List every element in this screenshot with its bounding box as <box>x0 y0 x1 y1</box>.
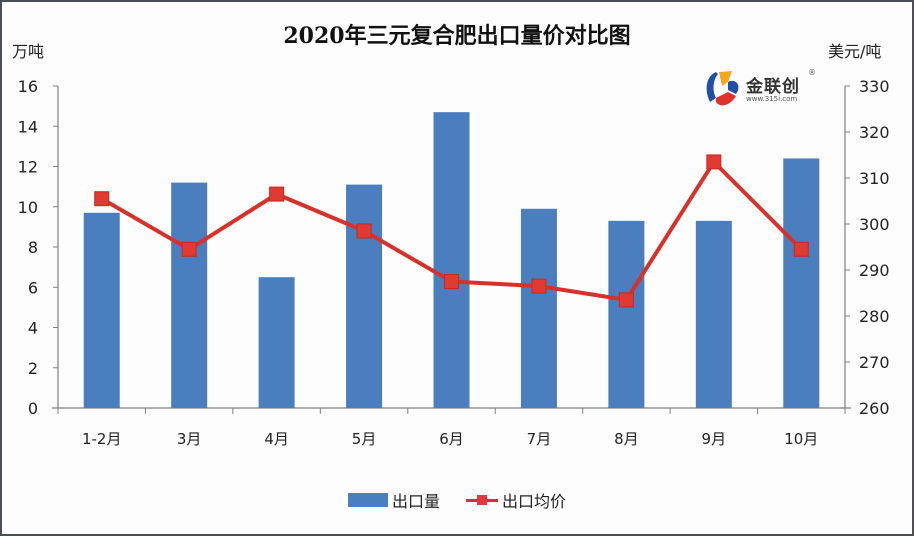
left-tick-label: 0 <box>28 399 38 418</box>
left-tick-label: 14 <box>18 117 38 136</box>
right-tick-label: 300 <box>859 215 890 234</box>
category-label: 6月 <box>439 430 464 448</box>
line-series <box>94 154 809 308</box>
bar-swatch-icon <box>347 493 388 507</box>
category-label: 5月 <box>352 430 377 448</box>
line-marker <box>706 154 722 170</box>
left-tick-label: 10 <box>18 198 38 217</box>
logo-name: 金联创 <box>746 77 800 97</box>
logo-mark-icon <box>706 71 739 106</box>
legend-item-export-price: 出口均价 <box>466 488 566 512</box>
line-marker <box>618 292 634 308</box>
right-tick-label: 280 <box>859 307 890 326</box>
left-tick-label: 4 <box>28 319 38 338</box>
category-label: 4月 <box>264 430 289 448</box>
registered-mark: ® <box>808 68 816 77</box>
bar <box>83 212 120 408</box>
right-axis-unit: 美元/吨 <box>828 42 882 61</box>
line-marker <box>444 274 459 289</box>
category-label: 10月 <box>784 430 818 448</box>
bar-series <box>83 112 820 408</box>
left-tick-label: 2 <box>28 359 38 378</box>
legend-label: 出口均价 <box>502 492 567 511</box>
line-marker <box>531 278 547 294</box>
left-tick-label: 8 <box>28 238 38 257</box>
category-label: 1-2月 <box>82 430 122 448</box>
bar <box>433 112 470 408</box>
line-marker <box>793 241 809 257</box>
right-tick-label: 310 <box>859 169 890 188</box>
right-tick-label: 290 <box>859 261 890 280</box>
line-marker <box>181 241 197 257</box>
right-tick-label: 320 <box>859 123 890 142</box>
chart-title: 2020年三元复合肥出口量价对比图 <box>283 23 631 49</box>
bar <box>258 277 295 408</box>
legend-label: 出口量 <box>391 492 440 511</box>
line-marker <box>356 223 372 239</box>
category-label: 8月 <box>614 430 639 448</box>
right-tick-label: 260 <box>859 399 890 418</box>
bar <box>608 220 645 408</box>
line-marker <box>269 186 285 202</box>
axis-labels: 0 2 4 6 8 10 12 14 16 260 270 280 290 300 310 320 330 1-2… <box>18 77 890 448</box>
legend: 出口量 出口均价 <box>0 488 914 512</box>
line-marker-swatch-icon <box>466 493 498 507</box>
right-tick-label: 330 <box>859 77 890 96</box>
bar <box>171 182 208 408</box>
bar <box>520 208 557 408</box>
left-tick-label: 16 <box>18 77 38 96</box>
bar <box>346 184 383 408</box>
category-label: 9月 <box>702 430 727 448</box>
left-tick-label: 6 <box>28 278 38 297</box>
legend-item-export-volume: 出口量 <box>347 488 440 512</box>
left-axis-unit: 万吨 <box>12 42 45 61</box>
brand-logo: 金联创 ® www.315i.com <box>702 68 822 112</box>
logo-subtext: www.315i.com <box>746 95 798 103</box>
right-tick-label: 270 <box>859 353 890 372</box>
left-tick-label: 12 <box>18 158 38 177</box>
bar <box>783 158 820 408</box>
line-marker <box>94 191 110 207</box>
category-label: 7月 <box>527 430 552 448</box>
bar <box>695 220 732 408</box>
category-label: 3月 <box>177 430 202 448</box>
